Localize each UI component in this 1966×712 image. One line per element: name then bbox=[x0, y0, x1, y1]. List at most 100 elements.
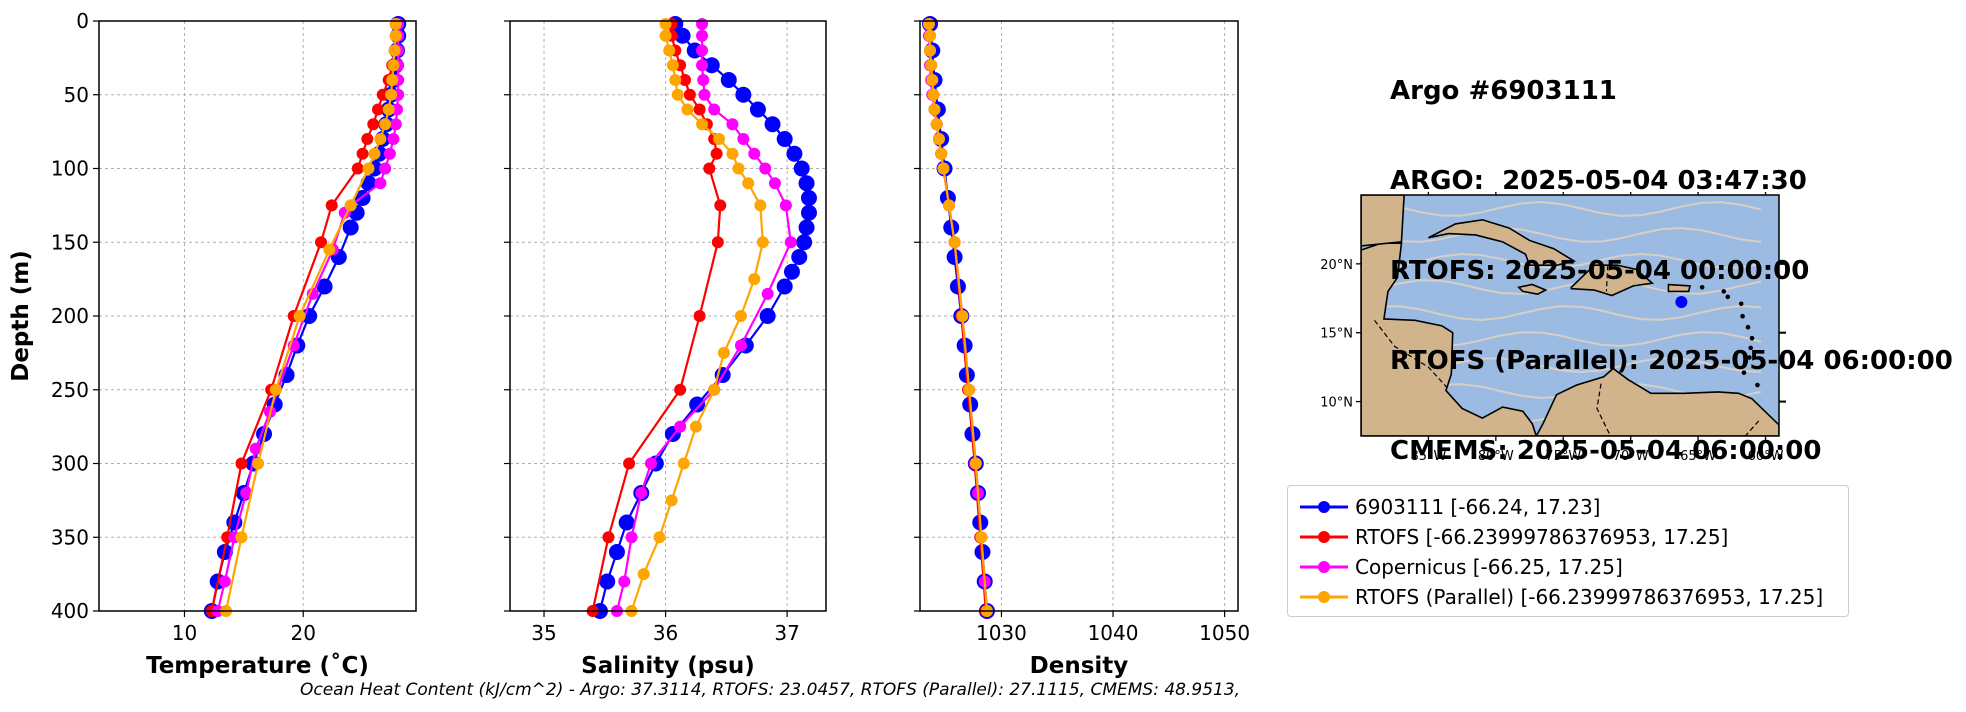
island bbox=[1738, 301, 1744, 307]
data-point-rtofs-parallel bbox=[937, 162, 950, 175]
data-point-rtofs-parallel bbox=[368, 147, 381, 160]
panel-3: 1030 1040 1050 Density bbox=[914, 15, 1250, 679]
data-point-rtofs-parallel bbox=[726, 147, 739, 160]
data-point-argo bbox=[943, 219, 960, 236]
tick-label-x: 1040 bbox=[1088, 621, 1139, 645]
island bbox=[1749, 335, 1755, 341]
island bbox=[1747, 355, 1752, 360]
data-point-rtofs-parallel bbox=[379, 118, 392, 131]
island bbox=[1741, 370, 1747, 375]
data-point-rtofs bbox=[623, 457, 636, 470]
legend-entry-copernicus: Copernicus [-66.25, 17.25] bbox=[1288, 552, 1848, 582]
data-point-copernicus bbox=[618, 575, 631, 588]
tick-label-x: 36 bbox=[653, 621, 678, 645]
data-point-rtofs-parallel bbox=[975, 531, 988, 544]
data-point-rtofs-parallel bbox=[677, 457, 690, 470]
tick-label-x: 1030 bbox=[976, 621, 1027, 645]
data-point-argo bbox=[776, 278, 793, 295]
tick-label-y: 300 bbox=[51, 452, 89, 476]
border-line bbox=[1605, 265, 1609, 292]
data-point-copernicus bbox=[389, 118, 402, 131]
axis-label-x: Temperature (˚C) bbox=[146, 652, 369, 679]
legend-entry-rtofs: RTOFS [-66.23999786376953, 17.25] bbox=[1288, 522, 1848, 552]
data-point-rtofs-parallel bbox=[748, 273, 761, 286]
panel-1: 0 50 100 150 200 250 300 350 400 10 20 Temperature … bbox=[8, 9, 417, 679]
legend-label-rtofs: RTOFS [-66.23999786376953, 17.25] bbox=[1355, 525, 1729, 549]
data-point-rtofs-parallel bbox=[922, 17, 935, 30]
map-content bbox=[1361, 195, 1779, 436]
data-point-rtofs-parallel bbox=[235, 531, 248, 544]
data-point-rtofs-parallel bbox=[387, 59, 400, 72]
data-point-rtofs-parallel bbox=[669, 74, 682, 86]
data-point-rtofs-parallel bbox=[663, 44, 676, 57]
data-point-rtofs-parallel bbox=[681, 103, 694, 116]
data-point-rtofs-parallel bbox=[252, 457, 265, 470]
data-point-argo bbox=[800, 204, 817, 221]
data-point-argo bbox=[703, 57, 720, 74]
data-point-rtofs-parallel bbox=[696, 118, 709, 131]
map-frame bbox=[1360, 194, 1780, 437]
data-point-rtofs bbox=[367, 118, 380, 131]
data-point-copernicus bbox=[240, 487, 253, 499]
data-point-rtofs-parallel bbox=[924, 29, 937, 42]
tick-label-y: 150 bbox=[51, 230, 89, 254]
tick-label-x: 20 bbox=[290, 621, 315, 645]
land-yucatan-cap bbox=[1361, 195, 1405, 247]
data-point-argo bbox=[342, 219, 359, 236]
data-point-rtofs-parallel bbox=[928, 103, 941, 116]
data-point-rtofs-parallel bbox=[948, 236, 961, 249]
data-point-copernicus bbox=[696, 17, 709, 30]
data-point-copernicus bbox=[737, 133, 750, 145]
data-point-rtofs-parallel bbox=[653, 531, 666, 544]
land-puerto-rico bbox=[1667, 283, 1692, 293]
island bbox=[1745, 324, 1751, 330]
data-point-rtofs bbox=[711, 236, 724, 249]
title-line-argo-time: ARGO: 2025-05-04 03:47:30 bbox=[1390, 166, 1807, 196]
data-point-copernicus bbox=[708, 103, 721, 116]
title-line-rtofs-parallel-time: RTOFS (Parallel): 2025-05-04 06:00:00 bbox=[1390, 346, 1953, 376]
legend-swatch-rtofs-parallel bbox=[1300, 591, 1348, 603]
tick-label-y: 50 bbox=[64, 83, 89, 107]
data-point-rtofs-parallel bbox=[732, 162, 745, 175]
data-point-rtofs bbox=[674, 383, 687, 396]
data-point-copernicus bbox=[748, 147, 761, 160]
island bbox=[1699, 284, 1705, 290]
data-point-rtofs-parallel bbox=[925, 59, 938, 72]
axis-label-x: Density bbox=[1030, 653, 1129, 679]
tick-label-x: 1050 bbox=[1199, 621, 1250, 645]
data-point-copernicus bbox=[698, 88, 711, 101]
data-point-rtofs bbox=[679, 74, 692, 86]
data-point-copernicus bbox=[784, 236, 797, 249]
tick-label-x: 35 bbox=[531, 621, 556, 645]
data-point-argo bbox=[791, 249, 808, 265]
data-point-rtofs-parallel bbox=[323, 243, 336, 256]
data-point-copernicus bbox=[696, 29, 709, 42]
data-point-copernicus bbox=[674, 420, 687, 433]
data-point-argo bbox=[599, 573, 616, 590]
data-point-argo bbox=[946, 249, 963, 265]
data-point-rtofs-parallel bbox=[293, 310, 306, 322]
land-south-america bbox=[1535, 367, 1779, 436]
data-point-rtofs bbox=[693, 310, 706, 322]
data-point-rtofs-parallel bbox=[926, 74, 939, 86]
data-point-argo bbox=[608, 544, 625, 560]
streamline bbox=[1361, 201, 1762, 217]
data-point-rtofs-parallel bbox=[924, 44, 937, 57]
tick-label-y: 400 bbox=[51, 599, 89, 623]
data-point-rtofs-parallel bbox=[659, 29, 672, 42]
data-point-argo bbox=[689, 396, 706, 413]
legend-label-copernicus: Copernicus [-66.25, 17.25] bbox=[1355, 555, 1623, 579]
data-point-rtofs bbox=[325, 199, 338, 212]
data-point-rtofs-parallel bbox=[927, 88, 940, 101]
border-line bbox=[1596, 383, 1611, 436]
data-point-rtofs bbox=[602, 531, 615, 544]
data-point-copernicus bbox=[374, 177, 387, 190]
map-borders bbox=[1374, 265, 1760, 436]
data-point-argo bbox=[720, 72, 737, 88]
data-point-argo bbox=[793, 160, 810, 177]
border-line bbox=[1374, 319, 1448, 389]
data-point-rtofs-parallel bbox=[956, 310, 969, 322]
data-point-copernicus bbox=[696, 59, 709, 72]
streamline bbox=[1361, 279, 1762, 295]
data-point-argo bbox=[800, 190, 817, 206]
